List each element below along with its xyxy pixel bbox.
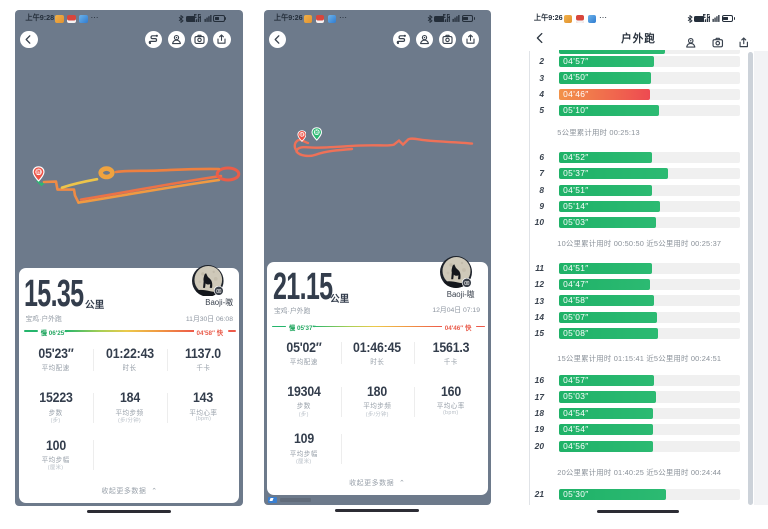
- svg-text:始: 始: [315, 130, 319, 135]
- svg-text:终: 终: [299, 132, 304, 137]
- svg-text:终: 终: [36, 168, 42, 175]
